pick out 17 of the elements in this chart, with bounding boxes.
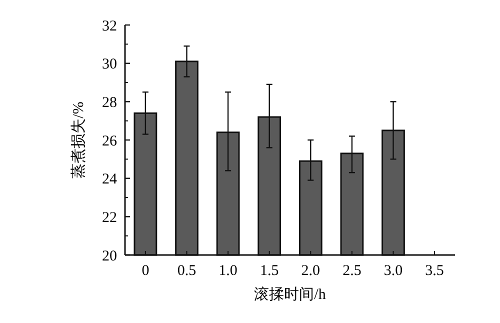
x-tick-label: 0	[142, 263, 150, 279]
y-tick-label: 22	[102, 210, 117, 226]
y-tick-label: 32	[102, 18, 117, 34]
y-tick-label: 30	[102, 56, 117, 73]
y-axis-title: 蒸煮损失/%	[70, 102, 87, 178]
x-tick-label: 1.0	[218, 263, 238, 279]
y-tick-label: 28	[102, 94, 117, 111]
x-tick-label: 3.0	[384, 263, 403, 279]
x-tick-label: 3.5	[425, 263, 444, 279]
y-tick-label: 20	[102, 248, 117, 264]
x-tick-label: 2.5	[342, 263, 362, 279]
x-tick-label: 2.0	[301, 263, 320, 279]
x-axis-title: 滚揉时间/h	[254, 286, 326, 303]
y-tick-label: 24	[102, 172, 118, 188]
x-tick-label: 0.5	[177, 263, 196, 279]
y-tick-label: 26	[102, 133, 118, 150]
x-tick-label: 1.5	[260, 263, 279, 279]
